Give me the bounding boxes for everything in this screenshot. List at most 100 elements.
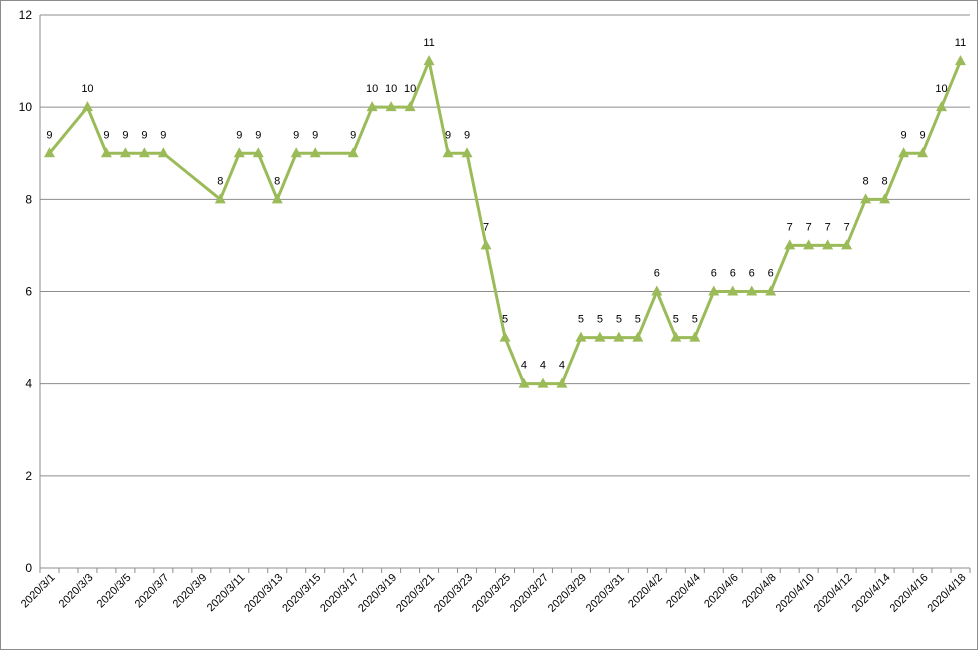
- data-label: 9: [103, 129, 109, 141]
- data-point-marker: [594, 331, 606, 342]
- data-point-marker: [879, 193, 891, 204]
- data-point-marker: [119, 147, 131, 158]
- data-label: 9: [236, 129, 242, 141]
- data-label: 7: [825, 221, 831, 233]
- data-label: 9: [46, 129, 52, 141]
- y-tick-label: 6: [25, 285, 32, 299]
- x-tick-label: 2020/3/11: [205, 572, 248, 615]
- data-point-marker: [157, 147, 169, 158]
- data-label: 6: [749, 268, 755, 280]
- x-tick-label: 2020/3/15: [280, 572, 323, 615]
- data-label: 11: [423, 37, 434, 49]
- data-point-marker: [689, 331, 701, 342]
- x-tick-label: 2020/4/4: [664, 572, 703, 611]
- data-label: 7: [806, 221, 812, 233]
- data-point-marker: [309, 147, 321, 158]
- x-tick-label: 2020/4/18: [926, 572, 969, 615]
- data-point-marker: [271, 193, 283, 204]
- data-point-marker: [955, 55, 967, 66]
- data-point-marker: [366, 101, 378, 112]
- data-point-marker: [100, 147, 112, 158]
- data-point-marker: [860, 193, 872, 204]
- data-point-marker: [651, 285, 663, 296]
- data-label: 9: [141, 129, 147, 141]
- x-tick-label: 2020/4/12: [812, 572, 855, 615]
- data-point-marker: [841, 239, 853, 250]
- data-label: 11: [955, 37, 966, 49]
- y-tick-label: 0: [25, 561, 32, 575]
- data-point-marker: [461, 147, 473, 158]
- data-point-marker: [423, 55, 435, 66]
- x-tick-label: 2020/3/27: [508, 572, 551, 615]
- x-tick-label: 2020/3/17: [318, 572, 361, 615]
- data-point-marker: [347, 147, 359, 158]
- data-label: 9: [901, 129, 907, 141]
- x-tick-label: 2020/3/31: [584, 572, 627, 615]
- data-point-marker: [898, 147, 910, 158]
- data-point-marker: [43, 147, 55, 158]
- y-tick-label: 8: [25, 192, 32, 206]
- data-point-marker: [499, 331, 511, 342]
- data-point-marker: [385, 101, 397, 112]
- data-label: 9: [312, 129, 318, 141]
- y-tick-label: 10: [19, 100, 33, 114]
- x-tick-label: 2020/3/19: [356, 572, 399, 615]
- data-label: 6: [768, 268, 774, 280]
- data-label: 5: [502, 314, 508, 326]
- data-label: 10: [404, 83, 416, 95]
- data-label: 7: [844, 221, 850, 233]
- data-label: 5: [635, 314, 641, 326]
- data-label: 7: [787, 221, 793, 233]
- data-point-marker: [765, 285, 777, 296]
- data-point-marker: [708, 285, 720, 296]
- data-label: 5: [692, 314, 698, 326]
- x-tick-label: 2020/3/25: [470, 572, 513, 615]
- data-label: 8: [863, 175, 869, 187]
- data-point-marker: [936, 101, 948, 112]
- data-point-marker: [784, 239, 796, 250]
- data-point-marker: [632, 331, 644, 342]
- data-label: 7: [483, 221, 489, 233]
- data-label: 6: [730, 268, 736, 280]
- data-label: 9: [255, 129, 261, 141]
- data-label: 10: [81, 83, 93, 95]
- data-point-marker: [518, 377, 530, 388]
- data-point-marker: [670, 331, 682, 342]
- y-tick-label: 4: [25, 377, 32, 391]
- data-point-marker: [233, 147, 245, 158]
- data-label: 6: [711, 268, 717, 280]
- x-tick-label: 2020/3/1: [19, 572, 58, 611]
- x-tick-label: 2020/3/7: [133, 572, 172, 611]
- data-point-marker: [613, 331, 625, 342]
- data-label: 9: [464, 129, 470, 141]
- data-label: 10: [385, 83, 397, 95]
- data-label: 9: [350, 129, 356, 141]
- data-label: 4: [559, 360, 565, 372]
- data-label: 6: [654, 268, 660, 280]
- y-tick-label: 2: [25, 469, 32, 483]
- y-tick-label: 12: [19, 8, 33, 22]
- data-label: 8: [882, 175, 888, 187]
- data-point-marker: [803, 239, 815, 250]
- x-tick-label: 2020/4/2: [626, 572, 665, 611]
- data-label: 5: [578, 314, 584, 326]
- x-tick-label: 2020/4/10: [774, 572, 817, 615]
- data-point-marker: [556, 377, 568, 388]
- x-tick-label: 2020/3/5: [95, 572, 134, 611]
- data-point-marker: [537, 377, 549, 388]
- data-label: 5: [673, 314, 679, 326]
- data-label: 9: [919, 129, 925, 141]
- y-tick-labels: 0 2 4 6 8 10 12: [19, 8, 33, 575]
- data-label: 10: [366, 83, 378, 95]
- data-point-marker: [290, 147, 302, 158]
- data-point-marker: [138, 147, 150, 158]
- data-point-marker: [822, 239, 834, 250]
- data-point-marker: [404, 101, 416, 112]
- data-point-marker: [81, 101, 93, 112]
- series-layer: [43, 55, 967, 388]
- data-label: 4: [521, 360, 527, 372]
- data-label: 10: [935, 83, 947, 95]
